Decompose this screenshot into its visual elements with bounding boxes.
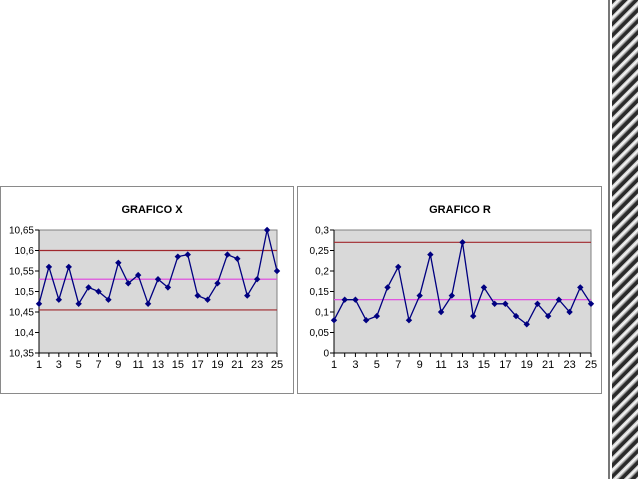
data-point (330, 317, 338, 324)
y-tick-label: 0,15 (310, 287, 330, 298)
x-tick-label: 17 (192, 359, 204, 371)
data-point (115, 259, 122, 266)
data-point (362, 317, 370, 324)
data-point (341, 296, 348, 303)
x-tick-label: 19 (521, 359, 533, 371)
x-tick-label: 25 (271, 359, 283, 371)
data-point (65, 263, 72, 271)
x-tick-label: 9 (115, 359, 121, 371)
x-tick-label: 5 (76, 359, 82, 371)
x-tick-label: 7 (95, 359, 101, 371)
data-point (555, 296, 563, 303)
data-point (273, 267, 281, 275)
data-point (253, 276, 261, 283)
data-point (204, 296, 211, 303)
data-point (502, 300, 509, 307)
data-point (75, 300, 82, 307)
y-tick-label: 0,1 (315, 308, 329, 319)
x-tick-label: 15 (478, 359, 490, 371)
data-point (448, 292, 455, 299)
x-tick-label: 19 (211, 359, 223, 371)
data-point (459, 239, 466, 246)
data-point (154, 276, 162, 283)
data-point (174, 253, 182, 260)
data-point (194, 292, 201, 299)
x-tick-label: 21 (542, 359, 554, 371)
x-tick-label: 1 (36, 359, 42, 371)
data-point (523, 321, 530, 328)
data-point (184, 251, 191, 258)
data-point (164, 284, 172, 291)
data-point (45, 263, 53, 271)
data-point (587, 300, 595, 307)
x-tick-label: 11 (132, 359, 143, 371)
x-tick-label: 7 (395, 359, 401, 371)
y-tick-label: 10,6 (15, 246, 35, 257)
x-tick-label: 9 (417, 359, 423, 371)
x-tick-label: 1 (331, 359, 337, 371)
x-tick-label: 15 (172, 359, 184, 371)
data-point (55, 296, 63, 303)
data-point (416, 292, 423, 299)
x-tick-label: 23 (563, 359, 575, 371)
data-point (373, 312, 381, 320)
y-tick-label: 0,05 (310, 328, 330, 339)
data-point (125, 280, 132, 287)
y-tick-label: 10,35 (9, 349, 34, 360)
x-tick-label: 17 (499, 359, 511, 371)
data-point (384, 284, 391, 291)
x-tick-label: 5 (374, 359, 380, 371)
data-point (214, 280, 221, 287)
data-point (491, 300, 498, 307)
data-point (95, 288, 102, 295)
data-point (134, 271, 142, 279)
data-point (427, 251, 434, 258)
chart-panel-r: GRAFICO R 0 0,05 0,1 0,15 0,2 0,25 0,3 1 3 5 7 9 11 1… (297, 186, 602, 394)
data-point (144, 300, 152, 307)
y-tick-label: 10,55 (9, 267, 34, 278)
data-point (395, 263, 402, 271)
x-tick-label: 13 (456, 359, 468, 371)
y-tick-label: 10,4 (15, 328, 35, 339)
r-chart: GRAFICO R 00,050,10,150,20,250,31 3 5 7 9 11 1… (310, 204, 598, 371)
chart-title: GRAFICO R (429, 204, 491, 216)
data-point (85, 284, 92, 291)
decorative-edge-strip (612, 0, 638, 479)
data-point (437, 308, 445, 316)
x-bar-chart: GRAFICO X 10,35 10,4 10,45 10,5 10,55 10,6 10,… (9, 204, 283, 371)
x-tick-label: 25 (585, 359, 597, 371)
x-tick-label: 3 (56, 359, 62, 371)
chart-title: GRAFICO X (121, 204, 183, 216)
y-tick-label: 10,45 (9, 308, 34, 319)
data-point (35, 300, 43, 307)
data-point (470, 312, 477, 320)
y-tick-label: 0,25 (310, 246, 330, 257)
x-tick-label: 3 (352, 359, 358, 371)
y-tick-label: 10,65 (9, 226, 34, 237)
y-tick-label: 0,3 (315, 226, 329, 237)
y-tick-label: 0 (323, 349, 329, 360)
x-tick-label: 23 (251, 359, 263, 371)
data-point (405, 317, 413, 324)
decorative-divider-line (608, 0, 610, 479)
x-tick-label: 11 (435, 359, 446, 371)
data-point (244, 292, 251, 299)
data-point (480, 284, 488, 291)
chart-panel-x: GRAFICO X 10,35 10,4 10,45 10,5 10,55 10,6 10,… (0, 186, 294, 394)
y-tick-label: 0,2 (315, 267, 329, 278)
x-tick-label: 13 (152, 359, 164, 371)
data-point (224, 251, 231, 258)
data-point (105, 296, 112, 303)
data-point (234, 255, 241, 262)
y-tick-label: 10,5 (15, 287, 35, 298)
plot-area (333, 229, 592, 354)
data-point (352, 296, 359, 303)
x-tick-label: 21 (231, 359, 243, 371)
